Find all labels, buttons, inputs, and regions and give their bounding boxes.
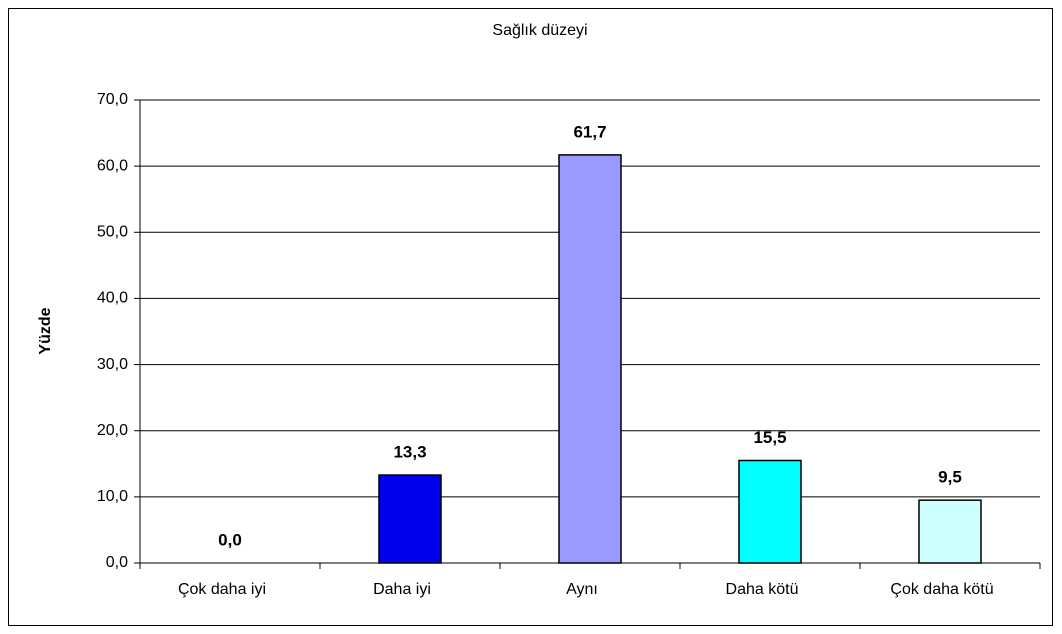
y-tick-label: 50,0 xyxy=(97,224,128,241)
value-label: 9,5 xyxy=(938,468,962,487)
bar xyxy=(378,474,442,564)
y-tick-label: 0,0 xyxy=(106,554,128,571)
x-tick-label: Çok daha iyi xyxy=(178,581,266,598)
y-tick-label: 30,0 xyxy=(97,356,128,373)
y-axis-label: Yüzde xyxy=(37,307,54,354)
value-label: 0,0 xyxy=(218,530,242,549)
y-tick-label: 20,0 xyxy=(97,422,128,439)
x-tick-label: Aynı xyxy=(566,581,598,598)
value-label: 13,3 xyxy=(393,443,426,462)
chart-frame xyxy=(8,8,1053,626)
y-tick-label: 60,0 xyxy=(97,157,128,174)
bar xyxy=(918,499,982,564)
y-tick-label: 40,0 xyxy=(97,290,128,307)
x-tick-label: Daha iyi xyxy=(373,581,431,598)
bar xyxy=(738,459,802,564)
value-label: 15,5 xyxy=(753,428,786,447)
bar xyxy=(558,154,622,564)
chart-title: Sağlık düzeyi xyxy=(492,22,587,39)
x-tick-label: Çok daha kötü xyxy=(890,581,993,598)
x-tick-label: Daha kötü xyxy=(726,581,799,598)
value-label: 61,7 xyxy=(573,122,606,141)
y-tick-label: 70,0 xyxy=(97,91,128,108)
y-tick-label: 10,0 xyxy=(97,488,128,505)
